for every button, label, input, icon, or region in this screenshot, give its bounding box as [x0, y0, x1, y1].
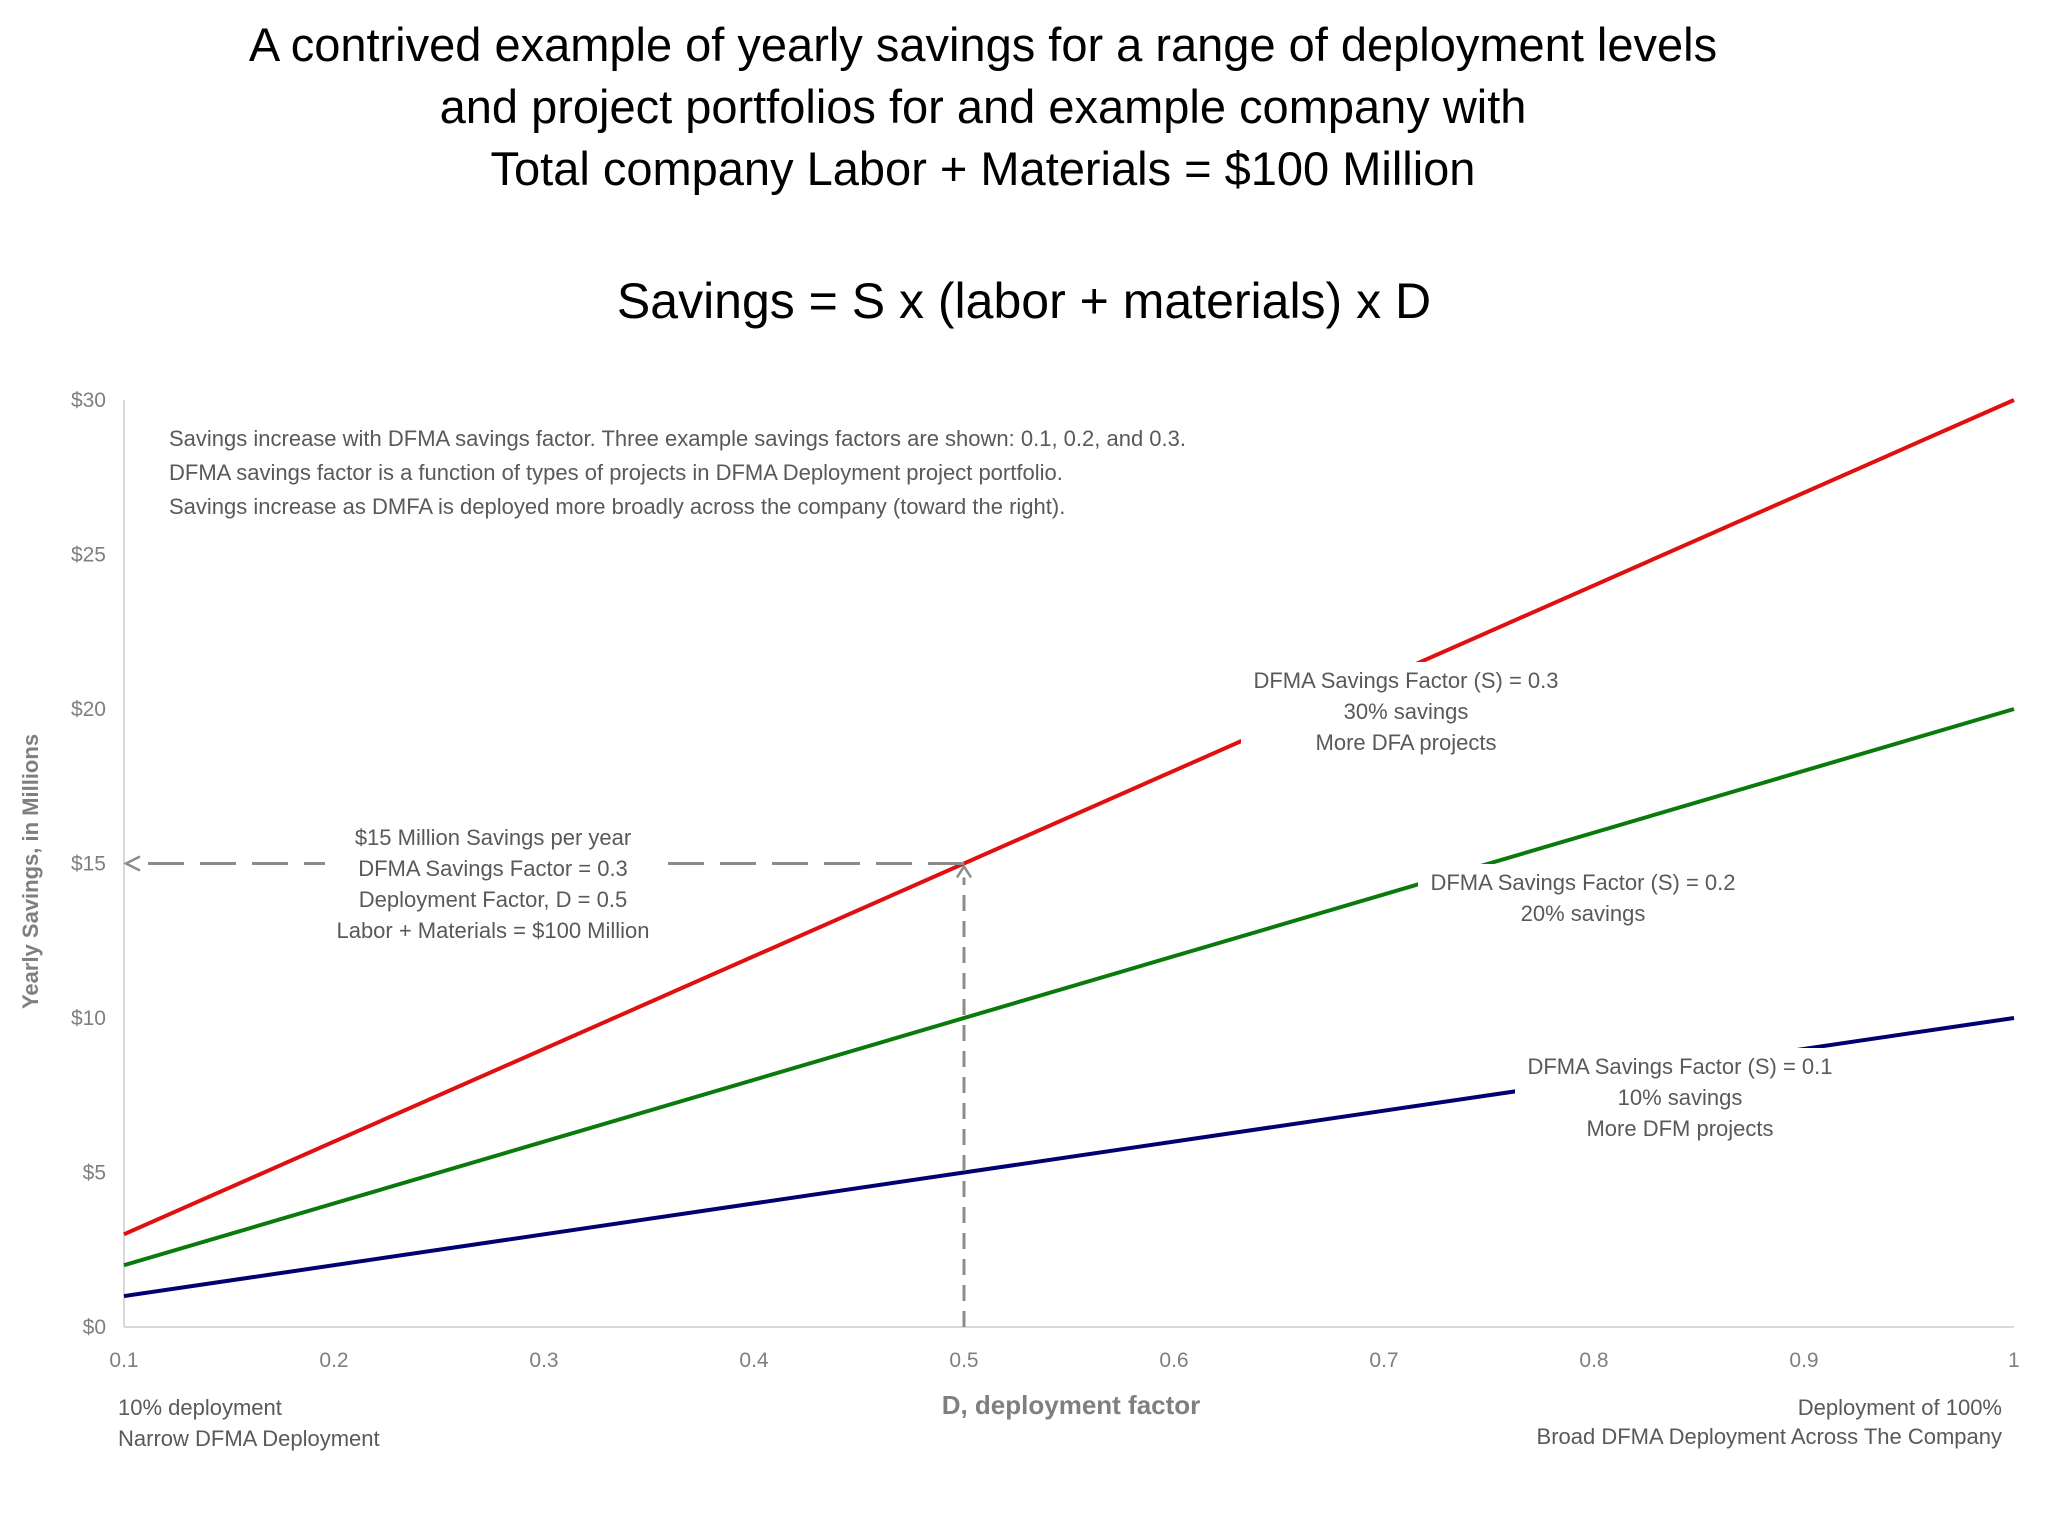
- y-tick-label: $0: [83, 1316, 106, 1339]
- example-label-line: Deployment Factor, D = 0.5: [359, 887, 627, 912]
- example-label-bg: [325, 818, 660, 956]
- series-line-s02: [123, 707, 2015, 1268]
- horizontal-guide-arrowhead: [123, 855, 141, 872]
- series-label-s03: More DFA projects: [1316, 730, 1497, 755]
- savings-formula: Savings = S x (labor + materials) x D: [616, 273, 1432, 329]
- footer-left-line-1: 10% deployment: [118, 1395, 282, 1420]
- series-label-s02: 20% savings: [1521, 901, 1646, 926]
- series-label-bg: [1241, 662, 1571, 778]
- series-line-s03: [123, 398, 2015, 1237]
- series-label-s01: More DFM projects: [1586, 1116, 1773, 1141]
- example-label-line: Labor + Materials = $100 Million: [336, 918, 649, 943]
- x-axis-title: D, deployment factor: [942, 1390, 1201, 1420]
- series-label-bg: [1515, 1048, 1845, 1164]
- y-tick-label: $25: [71, 544, 106, 567]
- x-tick-label: 0.1: [109, 1349, 138, 1372]
- series-label-s01: 10% savings: [1618, 1085, 1743, 1110]
- example-label-line: $15 Million Savings per year: [355, 825, 631, 850]
- y-axis-title: Yearly Savings, in Millions: [18, 734, 43, 1009]
- series-label-s02: DFMA Savings Factor (S) = 0.2: [1430, 870, 1735, 895]
- vertical-guide-arrowhead: [955, 864, 973, 879]
- example-label-line: DFMA Savings Factor = 0.3: [358, 856, 628, 881]
- x-tick-label: 0.2: [319, 1349, 348, 1372]
- x-tick-label: 0.4: [739, 1349, 769, 1372]
- x-tick-label: 1: [2008, 1349, 2020, 1372]
- title-line-2: and project portfolios for and example c…: [439, 80, 1527, 133]
- footer-right-line-1: Deployment of 100%: [1798, 1395, 2002, 1420]
- y-tick-label: $15: [71, 853, 106, 876]
- x-tick-label: 0.9: [1789, 1349, 1818, 1372]
- series-label-s03: DFMA Savings Factor (S) = 0.3: [1253, 668, 1558, 693]
- x-tick-label: 0.6: [1159, 1349, 1188, 1372]
- series-label-s01: DFMA Savings Factor (S) = 0.1: [1527, 1054, 1832, 1079]
- y-tick-label: $10: [71, 1007, 106, 1030]
- savings-note-line: Savings increase with DFMA savings facto…: [169, 426, 1186, 451]
- footer-right-line-2: Broad DFMA Deployment Across The Company: [1537, 1424, 2002, 1449]
- savings-note-line: Savings increase as DMFA is deployed mor…: [169, 494, 1065, 519]
- title-line-1: A contrived example of yearly savings fo…: [248, 18, 1718, 71]
- example-guides: [123, 855, 973, 1327]
- x-tick-label: 0.5: [949, 1349, 978, 1372]
- title-line-3: Total company Labor + Materials = $100 M…: [490, 142, 1476, 195]
- series-label-s03: 30% savings: [1344, 699, 1469, 724]
- x-tick-label: 0.3: [529, 1349, 558, 1372]
- chart-text: DFMA Savings Factor (S) = 0.3 30% savings…: [118, 426, 2002, 1451]
- y-tick-label: $5: [83, 1162, 106, 1185]
- series-label-bg: [1418, 864, 1748, 938]
- y-tick-label: $30: [71, 389, 106, 412]
- x-tick-label: 0.8: [1579, 1349, 1608, 1372]
- y-tick-label: $20: [71, 698, 106, 721]
- x-tick-label: 0.7: [1369, 1349, 1398, 1372]
- chart-title: A contrived example of yearly savings fo…: [0, 14, 1966, 200]
- footer-left-line-2: Narrow DFMA Deployment: [118, 1426, 380, 1451]
- savings-note-line: DFMA savings factor is a function of typ…: [169, 460, 1063, 485]
